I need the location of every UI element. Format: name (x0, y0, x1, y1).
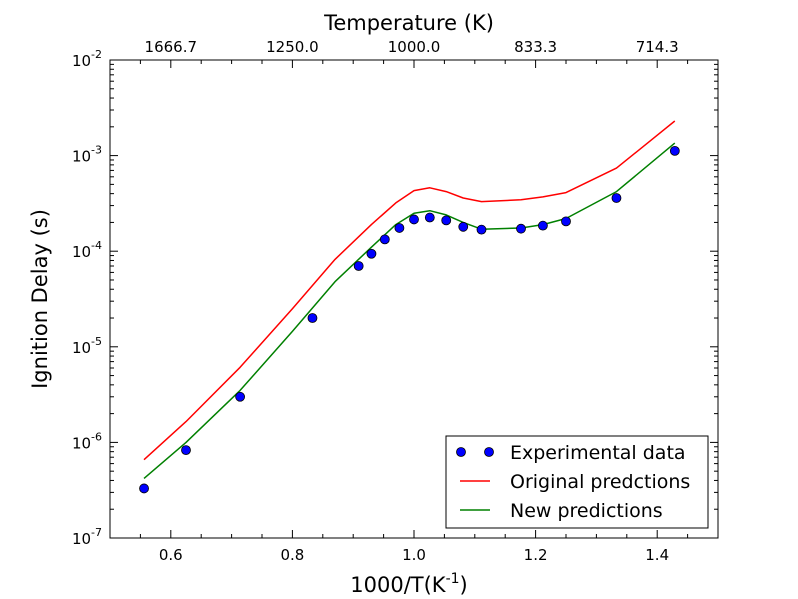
legend-label-experimental: Experimental data (510, 442, 686, 464)
x-tick-label: 1.2 (524, 546, 548, 564)
data-point (561, 216, 571, 227)
data-point (181, 445, 191, 456)
legend-marker-experimental (456, 447, 466, 457)
legend-label-original: Original predctions (510, 471, 690, 493)
legend-label-new: New predictions (510, 500, 663, 522)
data-point (366, 248, 377, 259)
data-point (458, 221, 469, 232)
top-tick-label: 833.3 (514, 38, 557, 56)
series-layer (139, 120, 680, 494)
data-point (409, 214, 419, 225)
data-point (669, 145, 680, 156)
data-point (537, 220, 548, 231)
data-point (353, 261, 364, 271)
data-point (476, 224, 487, 235)
ticks-layer: 0.6 0.8 1.0 1.2 1.4 1666.7 1250.0 1000.0 833.3 71… (72, 38, 718, 564)
x-axis-label-unit: (K (424, 573, 447, 597)
data-point (441, 215, 452, 226)
y-tick-label: 10-2 (72, 48, 102, 70)
x-tick-label: 0.6 (159, 546, 183, 564)
top-tick-label: 714.3 (636, 38, 679, 56)
x-tick-label: 0.8 (280, 546, 304, 564)
x-tick-label: 1.0 (402, 546, 426, 564)
y-tick-label: 10-7 (72, 526, 102, 548)
data-point (516, 223, 526, 234)
data-point (424, 212, 435, 223)
data-point (235, 391, 246, 402)
top-tick-label: 1666.7 (145, 38, 198, 56)
x-axis-label-unit-close: ) (460, 573, 468, 597)
top-axis-title: Temperature (K) (323, 11, 494, 35)
x-axis-label-unit-exponent: -1 (446, 571, 460, 587)
y-tick-label: 10-4 (72, 239, 102, 261)
top-tick-label: 1250.0 (266, 38, 319, 56)
x-axis-label: 1000/T(K-1) (350, 571, 468, 597)
data-point (394, 223, 405, 233)
y-tick-label: 10-6 (72, 430, 102, 452)
y-tick-label: 10-5 (72, 335, 102, 357)
data-point (139, 483, 149, 494)
top-tick-label: 1000.0 (388, 38, 441, 56)
legend-marker-experimental (484, 447, 494, 457)
legend: Experimental data Original predctions Ne… (445, 435, 709, 529)
data-point (611, 193, 622, 203)
series-line-2 (143, 142, 676, 479)
data-point (307, 313, 318, 323)
y-tick-label: 10-3 (72, 144, 102, 166)
x-tick-label: 1.4 (645, 546, 669, 564)
x-axis-label-main: 1000/T (350, 573, 424, 597)
data-point (379, 234, 390, 245)
series-line-1 (143, 120, 676, 461)
y-axis-label: Ignition Delay (s) (28, 209, 52, 389)
